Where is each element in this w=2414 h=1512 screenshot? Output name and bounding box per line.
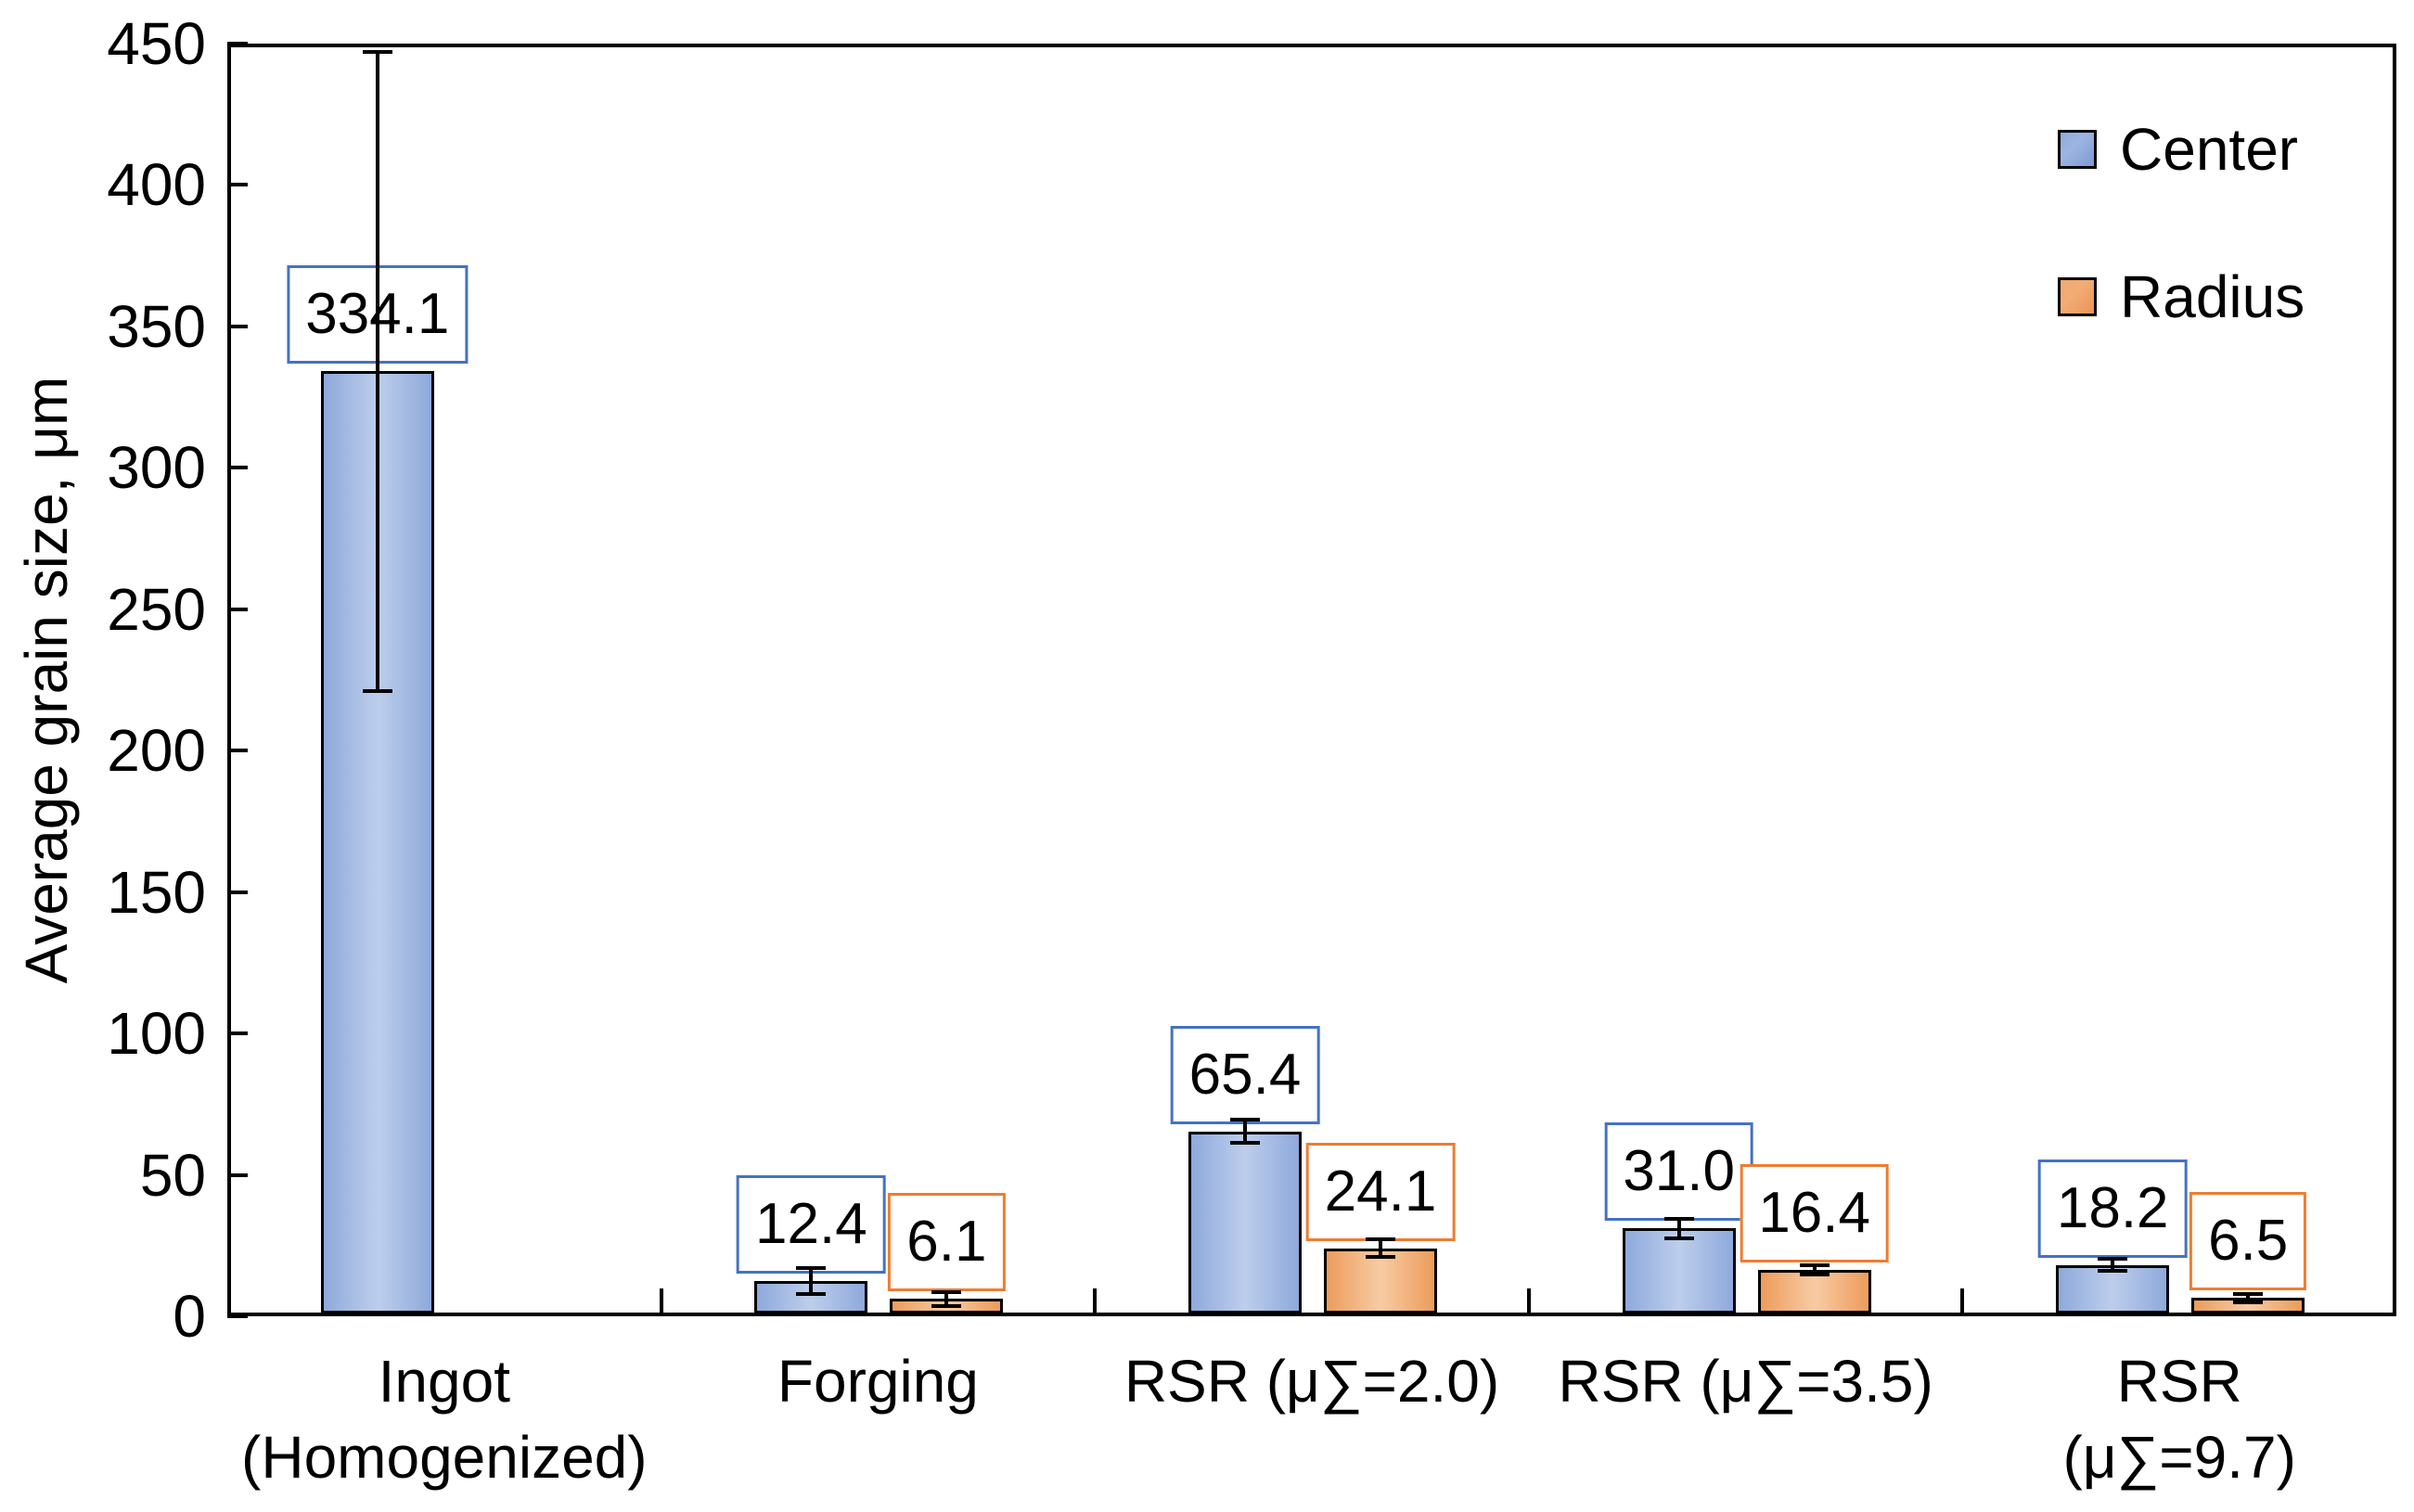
y-tick-label: 200 <box>107 717 206 785</box>
legend-label-radius: Radius <box>2120 263 2305 330</box>
y-tick-label: 300 <box>107 434 206 502</box>
error-bar-line <box>1379 1239 1382 1257</box>
y-axis-tick <box>227 466 248 470</box>
error-bar-line <box>2246 1293 2251 1302</box>
error-bar-line <box>1676 1218 1681 1239</box>
error-bar-cap-bottom <box>362 688 392 693</box>
error-bar-cap-top <box>2233 1291 2264 1296</box>
value-label-radius-1: 6.1 <box>888 1193 1006 1292</box>
category-label-2: RSR (μ∑=2.0) <box>1124 1348 1500 1415</box>
value-label-center-4: 18.2 <box>2037 1159 2188 1258</box>
y-axis-tick <box>227 1314 248 1318</box>
legend-swatch-radius <box>2058 277 2097 316</box>
bar-radius-3 <box>1757 1269 1871 1313</box>
error-bar-line <box>1812 1265 1817 1275</box>
error-bar-cap-top <box>931 1289 962 1294</box>
error-bar-cap-bottom <box>796 1291 827 1296</box>
bar-center-3 <box>1622 1228 1736 1313</box>
y-tick-label: 50 <box>139 1141 206 1209</box>
error-bar-line <box>2111 1259 2115 1271</box>
y-tick-label: 0 <box>173 1283 206 1350</box>
value-label-center-2: 65.4 <box>1170 1025 1320 1124</box>
plot-area-border <box>227 44 2396 1316</box>
y-tick-label: 100 <box>107 1000 206 1068</box>
error-bar-cap-bottom <box>2098 1268 2128 1273</box>
y-tick-label: 400 <box>107 151 206 219</box>
error-bar-line <box>375 51 379 691</box>
error-bar-line <box>809 1268 814 1294</box>
y-axis-tick <box>227 1031 248 1036</box>
y-axis-tick <box>227 183 248 187</box>
value-label-radius-4: 6.5 <box>2189 1192 2307 1291</box>
error-bar-line <box>944 1291 949 1306</box>
error-bar-cap-top <box>362 49 392 54</box>
value-label-center-1: 12.4 <box>737 1175 886 1275</box>
error-bar-cap-bottom <box>931 1304 962 1309</box>
category-label-0: Ingot (Homogenized) <box>241 1348 648 1491</box>
value-label-center-3: 31.0 <box>1604 1122 1753 1222</box>
error-bar-cap-bottom <box>1799 1272 1830 1276</box>
y-axis-tick <box>227 749 248 753</box>
bar-center-4 <box>2056 1264 2170 1313</box>
y-tick-label: 450 <box>107 10 206 77</box>
category-label-3: RSR (μ∑=3.5) <box>1558 1348 1933 1415</box>
x-axis-tick <box>1526 1288 1531 1313</box>
error-bar-cap-top <box>1230 1118 1260 1122</box>
x-axis-tick <box>1960 1288 1965 1313</box>
error-bar-cap-top <box>1799 1263 1830 1268</box>
legend-label-center: Center <box>2120 116 2299 183</box>
y-axis-tick <box>227 42 248 45</box>
error-bar-cap-top <box>796 1266 827 1271</box>
y-tick-label: 250 <box>107 575 206 643</box>
y-axis-tick <box>227 890 248 894</box>
y-tick-label: 350 <box>107 292 206 360</box>
y-tick-label: 150 <box>107 858 206 926</box>
category-label-1: Forging <box>777 1348 979 1415</box>
value-label-radius-3: 16.4 <box>1740 1163 1889 1262</box>
y-axis-tick <box>227 1172 248 1177</box>
error-bar-cap-top <box>1366 1237 1395 1242</box>
category-label-4: RSR (μ∑=9.7) <box>2062 1348 2296 1491</box>
error-bar-cap-bottom <box>1366 1254 1395 1259</box>
legend-swatch-center <box>2058 130 2097 169</box>
bar-center-2 <box>1188 1131 1302 1313</box>
error-bar-cap-bottom <box>2233 1300 2264 1304</box>
x-axis-tick <box>1093 1288 1098 1313</box>
y-axis-tick <box>227 607 248 611</box>
x-axis-tick <box>659 1288 663 1313</box>
error-bar-line <box>1243 1120 1247 1143</box>
error-bar-cap-top <box>2098 1257 2128 1262</box>
error-bar-cap-bottom <box>1663 1237 1694 1241</box>
error-bar-cap-top <box>1663 1216 1694 1221</box>
error-bar-cap-bottom <box>1230 1140 1260 1145</box>
value-label-radius-2: 24.1 <box>1305 1142 1456 1241</box>
y-axis-tick <box>227 324 248 328</box>
